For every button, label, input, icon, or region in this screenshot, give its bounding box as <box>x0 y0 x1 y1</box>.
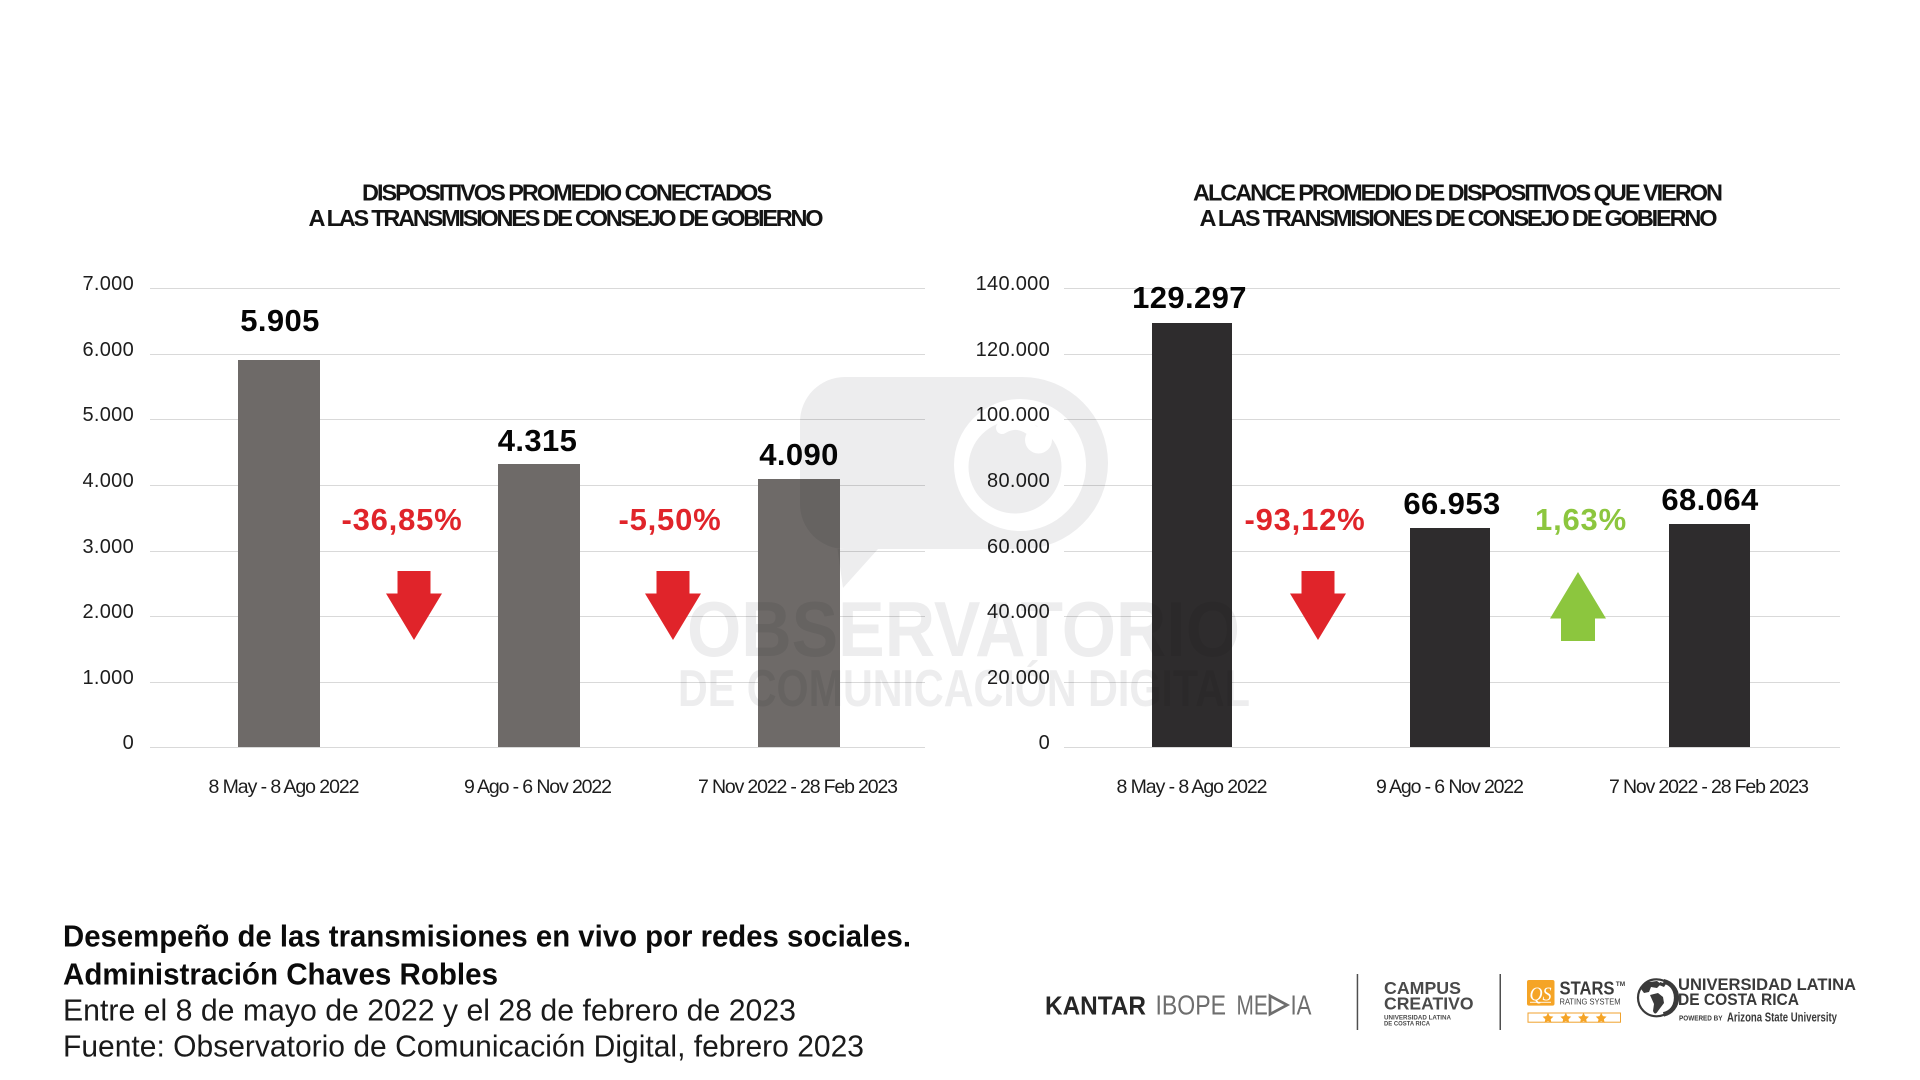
svg-text:TM: TM <box>1616 981 1625 988</box>
svg-text:A LAS TRANSMISIONES DE CONSEJO: A LAS TRANSMISIONES DE CONSEJO DE GOBIER… <box>309 205 824 231</box>
svg-text:Administración Chaves Robles: Administración Chaves Robles <box>63 956 498 991</box>
svg-text:7 Nov 2022 - 28 Feb 2023: 7 Nov 2022 - 28 Feb 2023 <box>698 776 898 798</box>
svg-text:POWERED BY: POWERED BY <box>1679 1013 1723 1022</box>
svg-text:8 May - 8 Ago 2022: 8 May - 8 Ago 2022 <box>1117 776 1268 798</box>
svg-text:DE COSTA RICA: DE COSTA RICA <box>1678 991 1799 1009</box>
svg-text:DE COMUNICACIÓN DIGITAL: DE COMUNICACIÓN DIGITAL <box>678 660 1250 718</box>
svg-text:QS: QS <box>1530 984 1552 1006</box>
svg-text:8 May - 8 Ago 2022: 8 May - 8 Ago 2022 <box>209 776 360 798</box>
svg-text:UNIVERSIDAD LATINA: UNIVERSIDAD LATINA <box>1678 976 1856 994</box>
svg-text:IBOPE: IBOPE <box>1156 990 1227 1021</box>
svg-text:9 Ago - 6 Nov 2022: 9 Ago - 6 Nov 2022 <box>1376 776 1524 798</box>
svg-text:STARS: STARS <box>1560 977 1615 998</box>
svg-text:A LAS TRANSMISIONES DE CONSEJO: A LAS TRANSMISIONES DE CONSEJO DE GOBIER… <box>1200 205 1718 231</box>
svg-text:RATING SYSTEM: RATING SYSTEM <box>1560 998 1621 1007</box>
svg-text:ME: ME <box>1237 990 1268 1021</box>
svg-text:UNIVERSIDAD LATINA: UNIVERSIDAD LATINA <box>1384 1014 1451 1021</box>
svg-text:7 Nov 2022 - 28 Feb 2023: 7 Nov 2022 - 28 Feb 2023 <box>1609 776 1809 798</box>
svg-text:KANTAR: KANTAR <box>1045 990 1146 1020</box>
svg-text:DISPOSITIVOS PROMEDIO CONECTAD: DISPOSITIVOS PROMEDIO CONECTADOS <box>362 179 772 205</box>
svg-text:DE COSTA RICA: DE COSTA RICA <box>1384 1021 1430 1028</box>
svg-text:Fuente: Observatorio de Comuni: Fuente: Observatorio de Comunicación Dig… <box>63 1028 864 1063</box>
svg-text:CREATIVO: CREATIVO <box>1384 994 1474 1014</box>
svg-text:Arizona State University: Arizona State University <box>1727 1011 1837 1025</box>
svg-text:CAMPUS: CAMPUS <box>1384 978 1461 998</box>
svg-text:ALCANCE PROMEDIO DE DISPOSITIV: ALCANCE PROMEDIO DE DISPOSITIVOS QUE VIE… <box>1193 179 1723 205</box>
svg-text:IA: IA <box>1291 990 1312 1021</box>
svg-text:Entre el 8 de mayo de 2022 y e: Entre el 8 de mayo de 2022 y el 28 de fe… <box>63 992 796 1027</box>
svg-text:9 Ago - 6 Nov 2022: 9 Ago - 6 Nov 2022 <box>464 776 612 798</box>
svg-text:OBSERVATORIO: OBSERVATORIO <box>687 585 1240 673</box>
svg-text:Desempeño de las transmisiones: Desempeño de las transmisiones en vivo p… <box>63 919 911 954</box>
